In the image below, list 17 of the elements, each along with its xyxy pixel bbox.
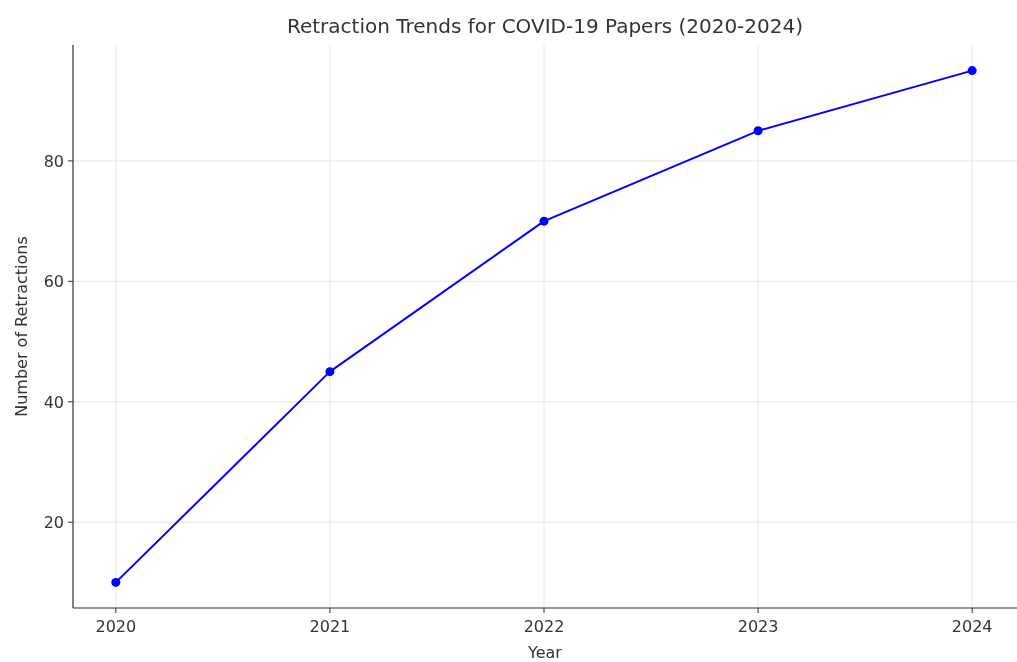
point — [539, 216, 549, 226]
x-tick-label: 2021 — [309, 617, 351, 636]
x-tick-label: 2022 — [523, 617, 565, 636]
x-tick-label: 2023 — [737, 617, 779, 636]
y-tick-label: 40 — [43, 392, 64, 412]
point — [111, 577, 121, 587]
y-tick-label: 80 — [43, 151, 64, 171]
point — [753, 126, 763, 136]
x-tick-label: 2020 — [95, 617, 137, 636]
x-tick-label: 2024 — [951, 617, 993, 636]
chart-title: Retraction Trends for COVID-19 Papers (2020-2024) — [286, 14, 804, 38]
x-axis-title: Year — [527, 643, 563, 662]
point — [967, 66, 977, 76]
y-tick-label: 20 — [43, 513, 64, 533]
y-axis-title: Number of Retractions — [12, 236, 31, 417]
y-tick-label: 60 — [43, 272, 64, 292]
point — [325, 367, 335, 377]
